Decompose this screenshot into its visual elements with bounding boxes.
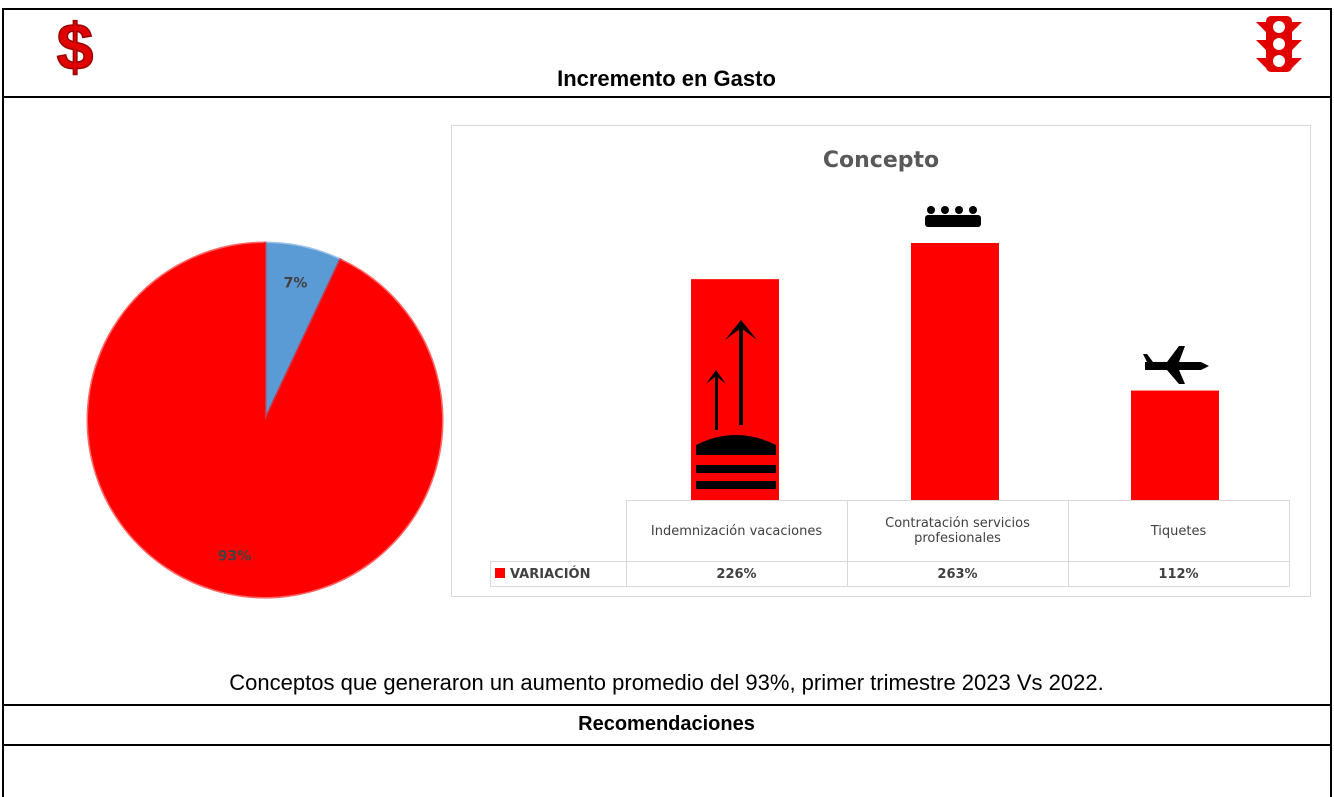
data-label: 7% [284, 276, 308, 292]
legend-swatch [495, 568, 505, 578]
legend-entry: VARIACIÓN [491, 562, 627, 587]
bar [1131, 391, 1219, 500]
border [2, 96, 1331, 98]
doc-title: Incremento en Gasto [2, 66, 1331, 92]
pie-slice [88, 243, 442, 597]
table-row: VARIACIÓN 226%263%112% [491, 562, 1290, 587]
table-corner [491, 501, 627, 562]
data-label: 93% [218, 548, 252, 564]
category-label: Tiquetes [1068, 501, 1289, 562]
people-icon [925, 206, 981, 227]
category-label: Indemnización vacaciones [626, 501, 847, 562]
caption: Conceptos que generaron un aumento prome… [2, 670, 1331, 696]
border [2, 704, 1331, 706]
page: $ Incremento en Gasto 7%93% Concepto Ind… [0, 0, 1334, 797]
data-label: 226% [626, 562, 847, 587]
border [2, 744, 1331, 746]
pie-chart: 7% 93% [80, 235, 450, 605]
data-label: 263% [847, 562, 1068, 587]
bar [911, 243, 999, 500]
data-label: 112% [1068, 562, 1289, 587]
plane-icon [1143, 346, 1209, 384]
legend-label: VARIACIÓN [510, 567, 590, 582]
border [2, 8, 1331, 10]
section-heading: Recomendaciones [2, 713, 1331, 736]
category-label: Contratación servicios profesionales [847, 501, 1068, 562]
